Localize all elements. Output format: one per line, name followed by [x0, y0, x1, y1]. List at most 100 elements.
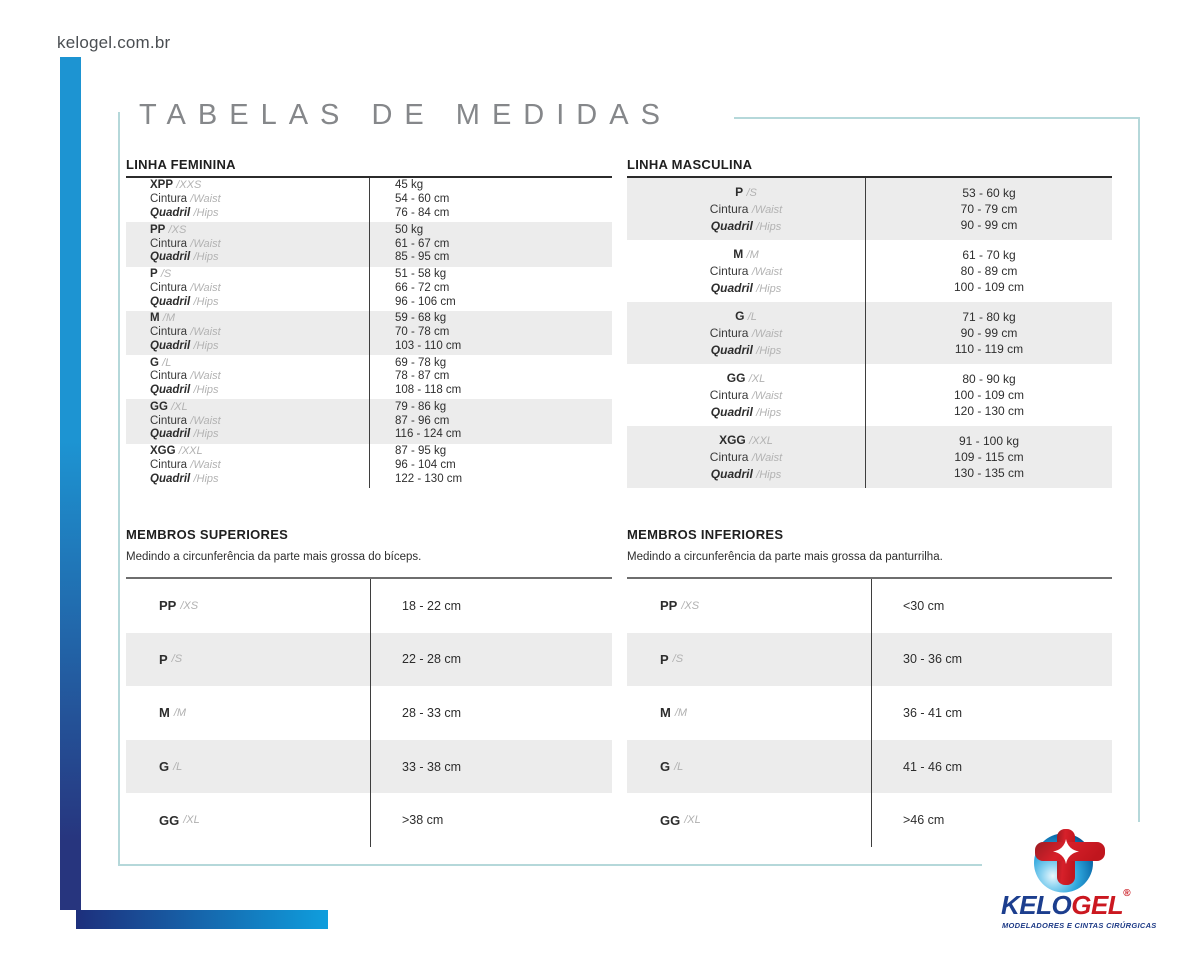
- size-alt: /XXL: [178, 445, 203, 458]
- measure-value: 18 - 22 cm: [402, 598, 462, 613]
- weight-value: 51 - 58 kg: [395, 268, 447, 280]
- table-row: PP/XS 18 - 22 cm: [126, 579, 612, 633]
- table-row: XPP /XXS Cintura /Waist Quadril /Hips 45…: [126, 178, 612, 223]
- table-row: GG /XL Cintura /Waist Quadril /Hips 80 -…: [627, 364, 1112, 426]
- waist-value: 90 - 99 cm: [960, 326, 1018, 340]
- size-alt: /S: [171, 653, 183, 666]
- table-row: M/M 28 - 33 cm: [126, 686, 612, 740]
- waist-label: Cintura: [709, 263, 749, 278]
- waist-label: Cintura: [150, 326, 188, 339]
- hips-label: Quadril: [150, 384, 191, 397]
- page-title: TABELAS DE MEDIDAS: [139, 99, 672, 131]
- table-row: P /S Cintura /Waist Quadril /Hips 51 - 5…: [126, 266, 612, 311]
- size-code: PP: [660, 598, 678, 614]
- waist-label: Cintura: [709, 325, 749, 340]
- waist-label: Cintura: [150, 281, 188, 294]
- waist-value: 61 - 67 cm: [395, 237, 450, 250]
- table-title: MEMBROS SUPERIORES: [126, 527, 289, 542]
- size-alt: /M: [173, 706, 187, 719]
- hips-value: 108 - 118 cm: [395, 384, 462, 397]
- table-row: M/M 36 - 41 cm: [627, 686, 1112, 740]
- size-code: G: [159, 759, 170, 775]
- weight-value: 59 - 68 kg: [395, 312, 447, 325]
- hips-label: Quadril: [710, 280, 753, 295]
- table-row: PP /XS Cintura /Waist Quadril /Hips 50 k…: [126, 222, 612, 267]
- size-code: P: [150, 268, 158, 280]
- table-description: Medindo a circunferência da parte mais g…: [627, 551, 943, 563]
- weight-value: 71 - 80 kg: [962, 310, 1016, 324]
- kelogel-logo: KELOGEL® MODELADORES E CINTAS CIRÚRGICAS: [990, 822, 1156, 940]
- linha-masculina-table: LINHA MASCULINA P /S Cintura /Waist Quad…: [627, 157, 1112, 488]
- table-row: GG /XL Cintura /Waist Quadril /Hips 79 -…: [126, 399, 612, 444]
- weight-value: 50 kg: [395, 223, 424, 236]
- site-url: kelogel.com.br: [57, 33, 171, 52]
- weight-value: 53 - 60 kg: [962, 186, 1016, 200]
- size-alt: /XL: [171, 400, 188, 413]
- hips-value: 96 - 106 cm: [395, 295, 456, 308]
- bottom-accent-bar: [76, 910, 328, 929]
- size-alt: /M: [674, 706, 688, 719]
- table-title: MEMBROS INFERIORES: [627, 527, 784, 542]
- membros-superiores-table: MEMBROS SUPERIORES Medindo a circunferên…: [126, 527, 612, 847]
- size-code: GG: [159, 812, 180, 828]
- weight-value: 87 - 95 kg: [395, 445, 447, 458]
- table-row: P/S 22 - 28 cm: [126, 632, 612, 687]
- table-row: G/L 41 - 46 cm: [627, 739, 1112, 794]
- waist-value: 54 - 60 cm: [395, 193, 450, 206]
- size-code: M: [159, 705, 170, 721]
- weight-value: 91 - 100 kg: [958, 434, 1020, 448]
- size-code: G: [735, 308, 745, 323]
- size-alt: /XL: [748, 372, 766, 385]
- measure-value: <30 cm: [903, 598, 945, 613]
- table-row: GG/XL >38 cm: [126, 793, 612, 847]
- measure-value: >38 cm: [402, 813, 444, 828]
- registered-mark: ®: [1123, 888, 1131, 899]
- waist-value: 78 - 87 cm: [395, 370, 450, 383]
- size-code: GG: [726, 370, 746, 385]
- size-code: M: [150, 312, 160, 325]
- hips-value: 110 - 119 cm: [954, 342, 1024, 356]
- size-alt: /XS: [180, 599, 199, 612]
- weight-value: 80 - 90 kg: [962, 372, 1016, 386]
- frame-border-bottom: [118, 864, 982, 866]
- waist-label: Cintura: [150, 237, 188, 250]
- hips-value: 85 - 95 cm: [395, 251, 450, 264]
- size-code: P: [660, 651, 669, 667]
- size-code: GG: [660, 812, 681, 828]
- waist-label: Cintura: [150, 458, 188, 471]
- measure-value: 36 - 41 cm: [903, 705, 963, 720]
- hips-value: 116 - 124 cm: [395, 428, 462, 441]
- waist-value: 70 - 79 cm: [960, 202, 1018, 216]
- frame-border-left: [118, 112, 120, 865]
- linha-feminina-table: LINHA FEMININA XPP /XXS Cintura /Waist Q…: [126, 157, 612, 488]
- size-alt: /XXS: [176, 179, 202, 192]
- frame-border-top: [734, 117, 1140, 119]
- waist-value: 96 - 104 cm: [395, 458, 456, 471]
- size-code: G: [660, 759, 671, 775]
- waist-value: 80 - 89 cm: [960, 264, 1018, 278]
- hips-label: Quadril: [710, 218, 753, 233]
- kelogel-cross-icon: [1034, 829, 1105, 893]
- size-alt: /L: [674, 760, 684, 773]
- weight-value: 69 - 78 kg: [395, 356, 447, 369]
- size-code: PP: [150, 223, 166, 236]
- weight-value: 45 kg: [395, 179, 424, 192]
- measure-value: 22 - 28 cm: [402, 652, 462, 667]
- size-code: M: [660, 705, 671, 721]
- waist-label: Cintura: [150, 414, 188, 427]
- table-title: LINHA FEMININA: [126, 157, 612, 178]
- hips-label: Quadril: [150, 428, 191, 441]
- table-row: XGG /XXL Cintura /Waist Quadril /Hips 91…: [627, 426, 1112, 488]
- table-row: P/S 30 - 36 cm: [627, 632, 1112, 687]
- hips-label: Quadril: [710, 342, 753, 357]
- table-row: M /M Cintura /Waist Quadril /Hips 61 - 7…: [627, 240, 1112, 302]
- waist-value: 70 - 78 cm: [395, 326, 450, 339]
- size-code: PP: [159, 598, 177, 614]
- hips-label: Quadril: [710, 466, 753, 481]
- size-alt: /XS: [681, 599, 700, 612]
- table-row: P /S Cintura /Waist Quadril /Hips 53 - 6…: [627, 178, 1112, 240]
- table-row: G/L 33 - 38 cm: [126, 739, 612, 794]
- size-code: XPP: [150, 179, 174, 192]
- size-alt: /S: [746, 186, 757, 199]
- waist-label: Cintura: [709, 201, 749, 216]
